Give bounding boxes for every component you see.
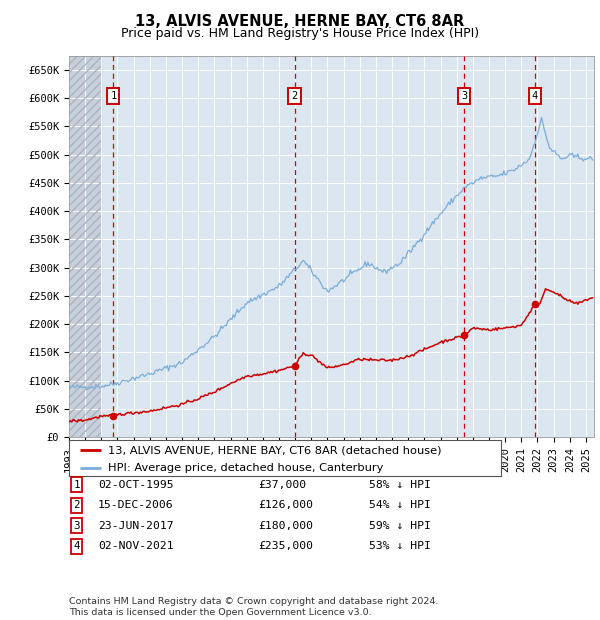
Text: £180,000: £180,000 [258,521,313,531]
Text: £126,000: £126,000 [258,500,313,510]
Text: 23-JUN-2017: 23-JUN-2017 [98,521,173,531]
Text: 58% ↓ HPI: 58% ↓ HPI [369,480,431,490]
Text: 53% ↓ HPI: 53% ↓ HPI [369,541,431,551]
Text: 13, ALVIS AVENUE, HERNE BAY, CT6 8AR: 13, ALVIS AVENUE, HERNE BAY, CT6 8AR [136,14,464,29]
Text: 3: 3 [74,521,80,531]
Text: Contains HM Land Registry data © Crown copyright and database right 2024.
This d: Contains HM Land Registry data © Crown c… [69,598,439,617]
Text: 1: 1 [110,91,116,101]
Text: 1: 1 [74,480,80,490]
Text: 02-NOV-2021: 02-NOV-2021 [98,541,173,551]
Text: 59% ↓ HPI: 59% ↓ HPI [369,521,431,531]
Text: 15-DEC-2006: 15-DEC-2006 [98,500,173,510]
Text: 13, ALVIS AVENUE, HERNE BAY, CT6 8AR (detached house): 13, ALVIS AVENUE, HERNE BAY, CT6 8AR (de… [108,445,442,455]
Text: £235,000: £235,000 [258,541,313,551]
Text: Price paid vs. HM Land Registry's House Price Index (HPI): Price paid vs. HM Land Registry's House … [121,27,479,40]
Text: 54% ↓ HPI: 54% ↓ HPI [369,500,431,510]
Text: 4: 4 [532,91,538,101]
Text: 02-OCT-1995: 02-OCT-1995 [98,480,173,490]
Bar [69,56,101,437]
Text: 4: 4 [74,541,80,551]
Text: 3: 3 [461,91,467,101]
Text: 2: 2 [74,500,80,510]
Bar [69,56,101,437]
Text: £37,000: £37,000 [258,480,306,490]
Text: 2: 2 [292,91,298,101]
Text: HPI: Average price, detached house, Canterbury: HPI: Average price, detached house, Cant… [108,463,383,472]
